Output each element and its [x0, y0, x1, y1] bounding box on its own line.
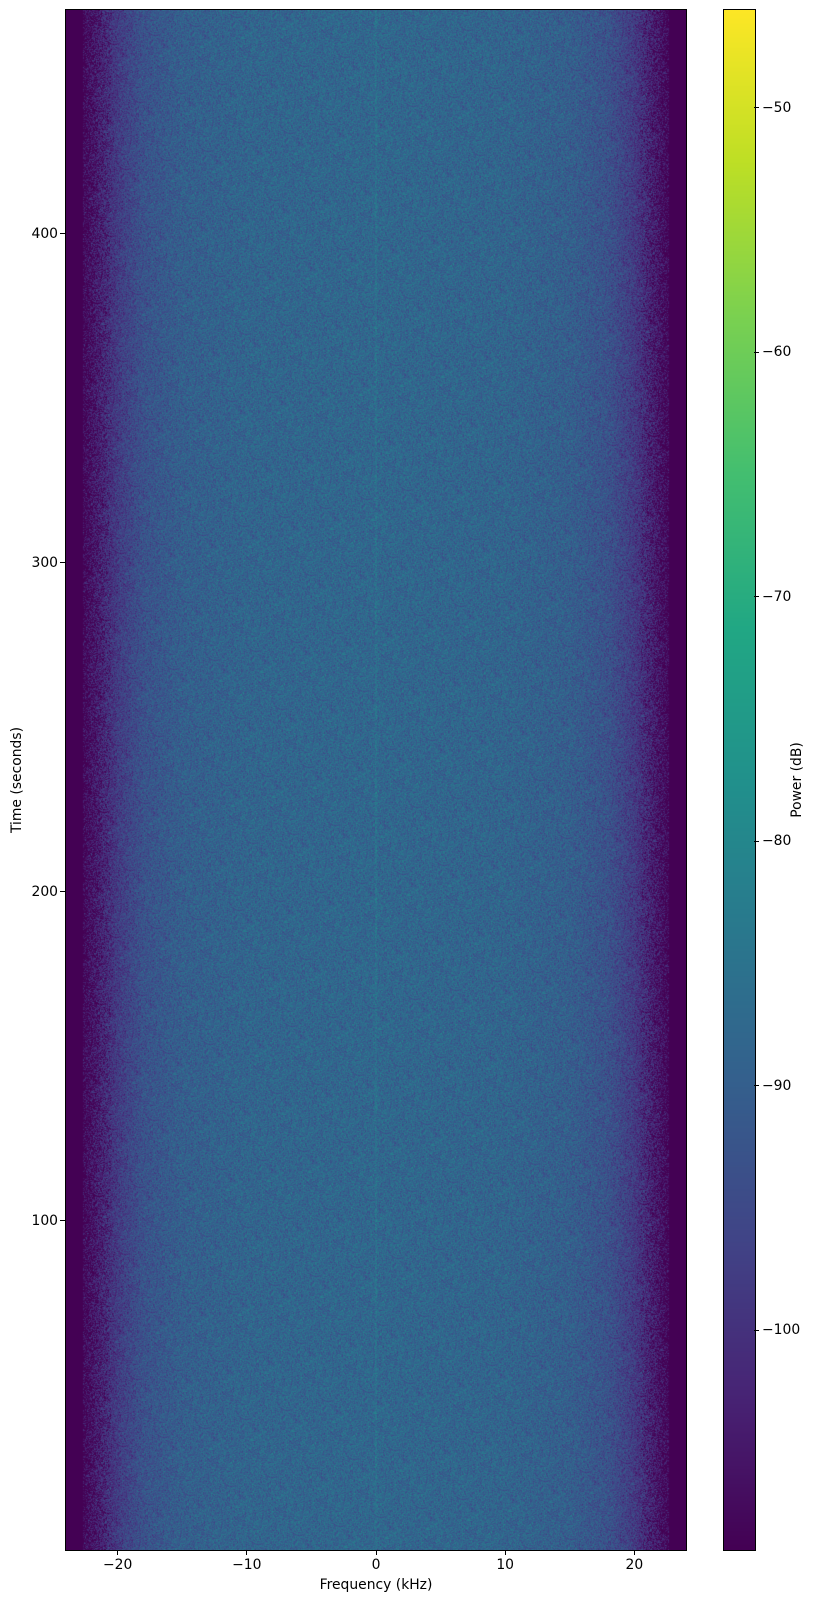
colorbar-tick-mark: [754, 351, 759, 353]
colorbar-tick-label: −50: [762, 99, 792, 116]
x-axis-label: Frequency (kHz): [319, 1577, 433, 1593]
x-tick-mark: [375, 1550, 377, 1555]
colorbar-label: Power (dB): [789, 742, 805, 818]
colorbar-tick-label: −100: [762, 1322, 801, 1338]
x-tick-label: −20: [102, 1557, 133, 1573]
colorbar-gradient: [724, 10, 755, 1550]
x-tick-label: 0: [371, 1557, 381, 1573]
plot-frame: [65, 9, 687, 1551]
colorbar-tick-mark: [754, 107, 759, 109]
y-tick-mark: [60, 891, 65, 893]
x-tick-mark: [633, 1550, 635, 1555]
x-tick-label: 10: [496, 1557, 514, 1573]
colorbar-tick-label: −90: [762, 1077, 792, 1094]
spectrogram-heatmap: [66, 10, 686, 1550]
y-tick-label: 100: [31, 1212, 58, 1229]
spectrogram-plot-area: [65, 9, 687, 1551]
colorbar: [723, 9, 756, 1551]
colorbar-tick-mark: [754, 596, 759, 598]
x-tick-label: −10: [232, 1557, 262, 1573]
x-tick-label: 20: [625, 1557, 644, 1573]
colorbar-tick-mark: [754, 1329, 759, 1331]
colorbar-tick-mark: [754, 840, 759, 842]
y-tick-mark: [60, 1220, 65, 1222]
x-tick-mark: [504, 1550, 506, 1555]
x-tick-mark: [117, 1550, 119, 1555]
y-tick-mark: [60, 233, 65, 235]
y-tick-label: 300: [31, 554, 58, 571]
colorbar-tick-label: −60: [762, 344, 792, 361]
colorbar-tick-mark: [754, 1085, 759, 1087]
x-tick-mark: [246, 1550, 248, 1555]
y-tick-label: 400: [31, 225, 58, 242]
y-tick-mark: [60, 562, 65, 564]
colorbar-tick-label: −70: [762, 588, 792, 605]
y-axis-label: Time (seconds): [9, 726, 25, 834]
colorbar-frame: [723, 9, 756, 1551]
y-tick-label: 200: [31, 883, 58, 900]
colorbar-tick-label: −80: [762, 833, 792, 850]
